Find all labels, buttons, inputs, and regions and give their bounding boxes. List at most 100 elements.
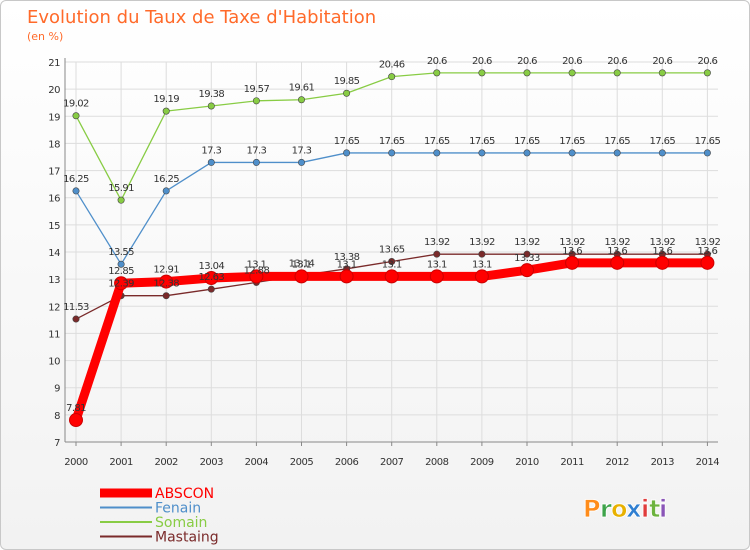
data-point-somain [658, 69, 666, 77]
y-tick-label: 18 [48, 139, 60, 150]
data-point-abscon [114, 276, 129, 291]
y-tick-label: 16 [48, 194, 60, 205]
data-point-fenain [658, 149, 666, 157]
data-label-abscon: 13.1 [427, 259, 447, 270]
data-point-abscon [429, 269, 444, 284]
y-tick-label: 11 [48, 329, 60, 340]
x-tick-label: 2006 [335, 457, 359, 468]
data-label-fenain: 17.3 [201, 145, 221, 156]
data-label-somain: 20.6 [517, 56, 537, 67]
logo-letter: o [611, 495, 628, 523]
data-label-somain: 15.91 [108, 183, 134, 194]
logo-letter: x [626, 495, 642, 523]
logo-letter: i [659, 495, 667, 523]
data-label-fenain: 16.25 [153, 174, 179, 185]
logo-letter: i [641, 495, 649, 523]
data-label-fenain: 17.3 [292, 145, 312, 156]
data-label-abscon: 13.1 [246, 259, 266, 270]
data-point-somain [252, 97, 260, 105]
data-point-abscon [204, 271, 219, 286]
data-label-somain: 20.46 [379, 60, 405, 71]
y-tick-label: 21 [48, 58, 60, 69]
data-label-mastaing: 13.92 [424, 237, 450, 248]
data-label-fenain: 17.65 [514, 136, 540, 147]
legend-label-somain: Somain [155, 515, 207, 531]
data-label-somain: 20.6 [607, 56, 627, 67]
data-point-fenain [388, 149, 396, 157]
data-point-abscon [610, 255, 625, 270]
data-point-abscon [655, 255, 670, 270]
data-label-mastaing: 13.14 [289, 258, 315, 269]
data-label-mastaing: 13.92 [514, 237, 540, 248]
logo-letter: r [600, 495, 612, 523]
data-point-somain [433, 69, 441, 77]
x-tick-label: 2002 [154, 457, 178, 468]
y-tick-label: 12 [48, 302, 60, 313]
data-point-abscon [700, 255, 715, 270]
data-label-fenain: 17.65 [379, 136, 405, 147]
data-point-abscon [249, 269, 264, 284]
x-tick-label: 2010 [515, 457, 539, 468]
y-tick-label: 15 [48, 221, 60, 232]
data-point-fenain [252, 158, 260, 166]
data-label-abscon: 13.1 [472, 259, 492, 270]
data-label-fenain: 17.65 [559, 136, 585, 147]
x-tick-label: 2009 [470, 457, 494, 468]
data-point-somain [72, 112, 80, 120]
data-point-somain [703, 69, 711, 77]
data-label-somain: 19.02 [63, 99, 89, 110]
data-point-somain [568, 69, 576, 77]
data-label-mastaing: 13.92 [469, 237, 495, 248]
data-label-fenain: 17.3 [246, 145, 266, 156]
data-point-mastaing [72, 315, 80, 323]
data-point-fenain [207, 158, 215, 166]
data-point-somain [207, 102, 215, 110]
chart-subtitle: (en %) [27, 30, 63, 43]
data-point-mastaing [478, 250, 486, 258]
data-point-abscon [69, 413, 83, 428]
x-tick-label: 2003 [200, 457, 224, 468]
data-label-mastaing: 13.92 [604, 237, 630, 248]
y-tick-label: 7 [54, 438, 60, 449]
data-point-fenain [297, 158, 305, 166]
data-point-fenain [613, 149, 621, 157]
data-label-fenain: 13.55 [108, 247, 134, 258]
data-label-somain: 20.6 [562, 56, 582, 67]
data-label-somain: 20.6 [652, 56, 672, 67]
data-label-fenain: 16.25 [63, 174, 89, 185]
data-label-abscon: 13.6 [652, 246, 672, 257]
data-label-somain: 19.38 [198, 89, 224, 100]
data-point-fenain [478, 149, 486, 157]
y-tick-label: 19 [48, 112, 60, 123]
data-label-mastaing: 11.53 [63, 302, 89, 313]
y-tick-label: 14 [48, 248, 60, 259]
data-label-abscon: 13.6 [697, 246, 717, 257]
data-label-mastaing: 12.38 [153, 279, 179, 290]
data-point-fenain [343, 149, 351, 157]
data-point-fenain [72, 187, 80, 195]
x-tick-label: 2011 [560, 457, 584, 468]
data-point-mastaing [162, 292, 170, 300]
data-label-mastaing: 13.92 [559, 237, 585, 248]
data-label-somain: 19.57 [244, 84, 270, 95]
data-label-somain: 19.85 [334, 76, 360, 87]
x-tick-label: 2008 [425, 457, 449, 468]
x-tick-label: 2014 [696, 457, 720, 468]
data-label-somain: 20.6 [472, 56, 492, 67]
data-label-mastaing: 13.92 [649, 237, 675, 248]
data-label-mastaing: 12.88 [244, 265, 270, 276]
chart-title: Evolution du Taux de Taxe d'Habitation [27, 7, 376, 28]
data-label-abscon: 12.85 [108, 266, 134, 277]
data-label-mastaing: 12.63 [198, 272, 224, 283]
data-label-abscon: 13.6 [607, 246, 627, 257]
x-tick-label: 2007 [380, 457, 404, 468]
data-point-fenain [162, 187, 170, 195]
y-tick-label: 13 [48, 275, 60, 286]
data-label-fenain: 17.65 [424, 136, 450, 147]
data-point-fenain [117, 260, 125, 268]
data-label-somain: 20.6 [697, 56, 717, 67]
y-tick-label: 17 [48, 167, 60, 178]
data-label-mastaing: 13.65 [379, 245, 405, 256]
data-point-abscon [159, 274, 174, 289]
